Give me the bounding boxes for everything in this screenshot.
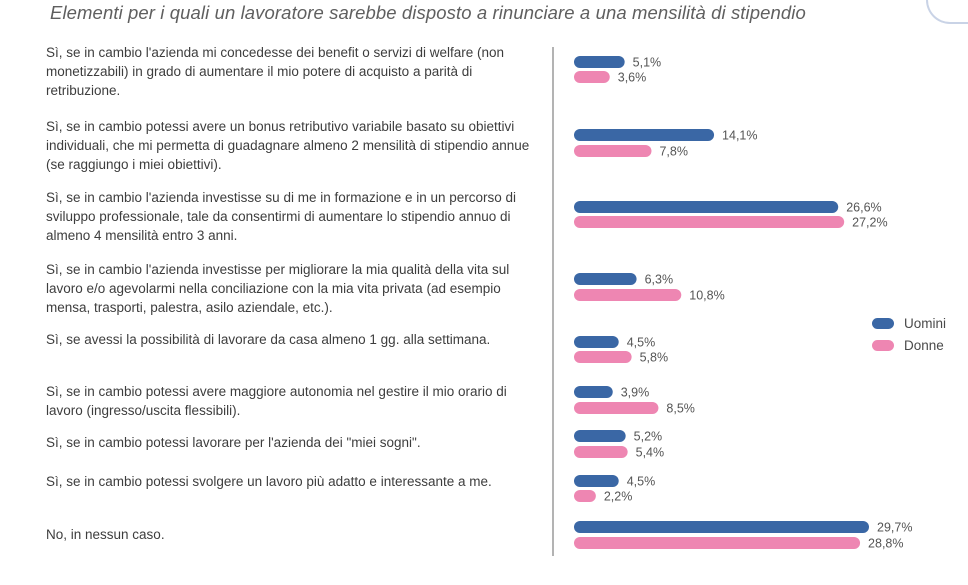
category-label-4: Sì, se in cambio l'azienda investisse pe… [46,262,510,315]
category-label-5: Sì, se avessi la possibilità di lavorare… [46,332,491,347]
legend-swatch-uomini [872,317,894,329]
bar-donne-5 [574,351,632,363]
bar-donne-1 [574,71,610,83]
bar-uomini-3 [574,201,839,213]
bar-donne-2 [574,145,652,157]
category-label-3: Sì, se in cambio l'azienda investisse su… [46,190,517,243]
value-label-donne-2: 7,8% [659,145,688,159]
bar-donne-9 [574,537,861,549]
value-label-donne-6: 8,5% [666,402,695,416]
value-label-uomini-4: 6,3% [645,273,674,287]
legend-label-uomini: Uomini [904,315,947,331]
value-label-donne-9: 28,8% [868,537,903,551]
value-label-uomini-6: 3,9% [621,386,650,400]
bar-donne-8 [574,490,596,502]
value-label-donne-1: 3,6% [618,71,647,85]
value-label-uomini-2: 14,1% [722,129,757,143]
chart-title: Elementi per i quali un lavoratore sareb… [50,2,806,23]
bars-group: 5,1% 14,1% 26,6% 6,3% 4,5% 3,9% 5,2% 4,5% 29,7% 3… [574,56,912,551]
value-label-uomini-5: 4,5% [627,336,656,350]
category-label-7: Sì, se in cambio potessi lavorare per l'… [46,435,421,450]
bar-donne-3 [574,216,845,228]
bar-donne-7 [574,446,628,458]
value-label-uomini-7: 5,2% [634,430,663,444]
bar-donne-4 [574,289,682,301]
category-label-1: Sì, se in cambio l'azienda mi concedesse… [46,45,505,98]
legend-item-uomini: Uomini [872,314,946,332]
value-label-uomini-1: 5,1% [633,56,662,70]
bar-uomini-6 [574,386,613,398]
value-label-donne-8: 2,2% [604,490,633,504]
bar-uomini-4 [574,273,637,285]
bar-uomini-5 [574,336,619,348]
value-label-uomini-9: 29,7% [877,521,912,535]
value-label-donne-4: 10,8% [689,289,724,303]
category-label-9: No, in nessun caso. [46,527,165,542]
category-label-6: Sì, se in cambio potessi avere maggiore … [46,384,507,418]
legend-swatch-donne [872,339,894,351]
value-label-donne-7: 5,4% [636,446,665,460]
value-label-donne-3: 27,2% [852,216,887,230]
bar-uomini-8 [574,475,619,487]
category-label-8: Sì, se in cambio potessi svolgere un lav… [46,474,492,489]
legend-label-donne: Donne [904,337,944,353]
bar-uomini-1 [574,56,625,68]
value-label-uomini-3: 26,6% [846,201,881,215]
bar-uomini-9 [574,521,869,533]
bar-uomini-7 [574,430,626,442]
legend: Uomini Donne [872,314,946,358]
bar-uomini-2 [574,129,715,141]
value-label-donne-5: 5,8% [640,351,669,365]
bar-donne-6 [574,402,659,414]
value-label-uomini-8: 4,5% [627,475,656,489]
legend-item-donne: Donne [872,336,946,354]
category-label-2: Sì, se in cambio potessi avere un bonus … [46,119,530,172]
